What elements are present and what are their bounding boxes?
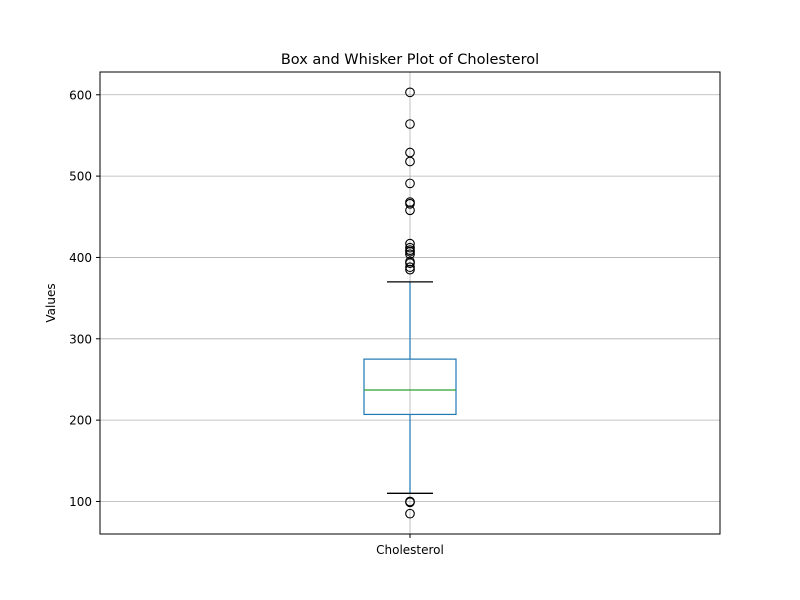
outlier-point — [405, 264, 415, 275]
outlier-point — [405, 119, 415, 129]
chart-title: Box and Whisker Plot of Cholesterol — [281, 52, 539, 68]
outlier-point — [405, 497, 415, 508]
y-tick-label: 500 — [69, 170, 92, 184]
outlier-point — [405, 258, 415, 268]
axes: 100 200 300 400 500 600 Cholesterol — [69, 88, 444, 557]
outlier-point — [405, 205, 415, 216]
outlier-point — [405, 508, 415, 519]
outlier-point — [405, 87, 415, 98]
interquartile-box — [363, 358, 457, 416]
outlier-point — [405, 156, 415, 167]
outlier-point — [405, 242, 415, 253]
y-tick-label: 600 — [69, 88, 92, 102]
y-axis-label: Values — [44, 283, 58, 322]
outlier-point — [405, 262, 415, 273]
outlier-point — [405, 198, 415, 209]
plot-marks — [363, 87, 457, 519]
x-tick-label: Cholesterol — [376, 543, 444, 557]
y-tick-label: 300 — [69, 332, 92, 346]
y-tick-label: 100 — [69, 495, 92, 509]
outlier-point — [405, 178, 415, 189]
outlier-point — [405, 246, 415, 257]
y-tick-label: 200 — [69, 414, 92, 428]
y-tick-label: 400 — [69, 251, 92, 265]
